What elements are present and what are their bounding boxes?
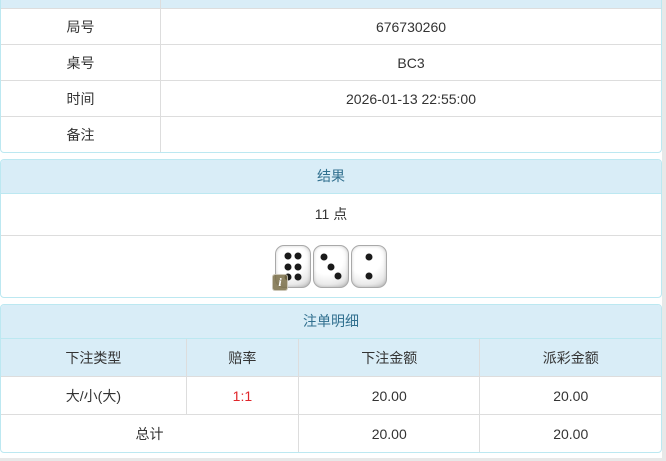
time-value: 2026-01-13 22:55:00 — [160, 80, 661, 116]
die-pip — [365, 253, 373, 261]
game-info-table: 局号 676730260 桌号 BC3 时间 2026-01-13 22:55:… — [0, 0, 662, 153]
bets-panel: 注单明细 下注类型 赔率 下注金额 派彩金额 大/小(大) 1:1 20.00 … — [0, 304, 662, 453]
table-row: 桌号 BC3 — [1, 44, 661, 80]
bets-table: 下注类型 赔率 下注金额 派彩金额 大/小(大) 1:1 20.00 20.00… — [1, 339, 661, 452]
die-pip — [320, 253, 328, 261]
die-pip — [294, 252, 302, 260]
die-pip — [294, 273, 302, 281]
round-number-value: 676730260 — [160, 8, 661, 44]
info-icon[interactable]: i — [272, 274, 288, 291]
table-number-value: BC3 — [160, 44, 661, 80]
table-number-label: 桌号 — [1, 44, 160, 80]
bet-row: 大/小(大) 1:1 20.00 20.00 — [1, 376, 661, 414]
die-face-2 — [351, 245, 387, 288]
total-bet-amount: 20.00 — [297, 414, 480, 452]
col-header-bet-type: 下注类型 — [1, 339, 186, 376]
die-pip — [334, 272, 342, 280]
result-points: 11 点 — [314, 206, 348, 222]
die-pip — [284, 263, 292, 270]
col-header-odds: 赔率 — [185, 339, 298, 376]
bet-amount: 20.00 — [297, 376, 480, 414]
result-panel: 结果 11 点 i — [0, 159, 662, 298]
remark-label: 备注 — [1, 116, 160, 152]
bet-type: 大/小(大) — [1, 376, 186, 414]
table-row: 局号 676730260 — [1, 8, 661, 44]
bets-header-row: 下注类型 赔率 下注金额 派彩金额 — [1, 339, 661, 376]
col-header-bet-amount: 下注金额 — [297, 339, 480, 376]
dice-group: i — [272, 245, 387, 291]
round-number-label: 局号 — [1, 8, 160, 44]
die-pip — [294, 263, 302, 270]
table-row: 时间 2026-01-13 22:55:00 — [1, 80, 661, 116]
total-row: 总计 20.00 20.00 — [1, 414, 661, 452]
dice-row: i — [1, 235, 661, 297]
payout-amount: 20.00 — [479, 376, 661, 414]
col-header-payout-amount: 派彩金额 — [479, 339, 661, 376]
time-label: 时间 — [1, 80, 160, 116]
cutoff-header-strip — [1, 0, 661, 8]
die-pip — [284, 252, 292, 260]
result-panel-title: 结果 — [1, 160, 661, 194]
table-row: 备注 — [1, 116, 661, 152]
total-payout-amount: 20.00 — [479, 414, 661, 452]
die-pip — [365, 272, 373, 280]
bet-odds: 1:1 — [185, 376, 298, 414]
die-face-3 — [313, 245, 349, 288]
bets-panel-title: 注单明细 — [1, 305, 661, 339]
remark-value — [160, 116, 661, 152]
die-pip — [327, 263, 335, 270]
total-label: 总计 — [1, 414, 298, 452]
